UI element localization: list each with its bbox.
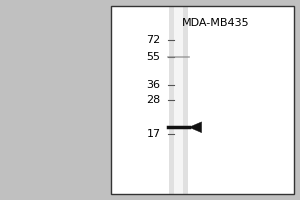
Polygon shape <box>189 122 202 133</box>
Text: 55: 55 <box>146 52 161 62</box>
Text: 28: 28 <box>146 95 161 105</box>
Text: 36: 36 <box>146 80 161 90</box>
Text: 72: 72 <box>146 35 161 45</box>
Bar <box>169 6 188 194</box>
Bar <box>111 6 294 194</box>
Bar <box>111 6 294 194</box>
Text: MDA-MB435: MDA-MB435 <box>182 18 250 28</box>
Text: 17: 17 <box>146 129 161 139</box>
Bar <box>174 6 183 194</box>
